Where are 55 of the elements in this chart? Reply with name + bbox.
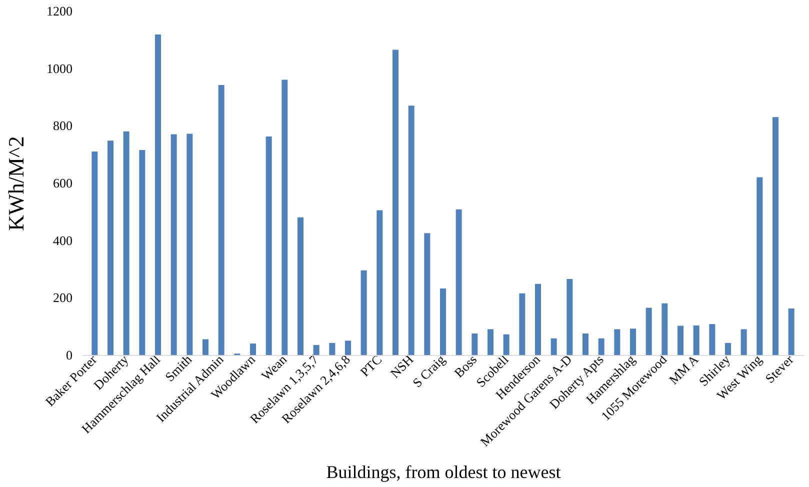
bar	[550, 338, 557, 355]
x-tick-label: Wean	[258, 352, 290, 384]
bar	[709, 324, 716, 355]
bar	[503, 334, 510, 355]
bar	[519, 293, 526, 355]
bar	[218, 84, 224, 355]
bar	[566, 279, 573, 355]
bar	[108, 140, 114, 355]
bar	[630, 328, 636, 355]
bar	[282, 80, 288, 355]
bar	[582, 334, 588, 355]
bar	[345, 340, 351, 355]
bar	[202, 339, 208, 355]
bar	[472, 334, 478, 355]
bar	[123, 131, 130, 355]
bar	[646, 308, 652, 355]
bar	[376, 210, 383, 355]
y-tick-label: 0	[66, 348, 72, 362]
y-tick-label: 1200	[46, 4, 72, 18]
bar	[360, 270, 367, 355]
bar	[693, 325, 700, 355]
bar	[535, 284, 541, 355]
bar	[488, 329, 494, 355]
y-axis-title: KWh/M^2	[4, 136, 28, 231]
bar	[92, 151, 98, 355]
bar	[678, 326, 684, 355]
y-tick-label: 1000	[46, 60, 72, 76]
bar	[408, 106, 414, 355]
bar	[740, 329, 747, 355]
y-tick-label: 200	[53, 290, 72, 306]
bar	[756, 177, 763, 355]
bar	[155, 34, 161, 355]
bar	[614, 329, 620, 355]
bar	[662, 303, 668, 355]
bar	[424, 233, 430, 355]
bar	[139, 150, 146, 355]
bar	[313, 344, 320, 355]
bar	[392, 50, 398, 355]
bar	[250, 344, 256, 355]
y-tick-label: 800	[53, 118, 72, 134]
x-axis-title: Buildings, from oldest to newest	[326, 462, 561, 482]
bar	[440, 288, 446, 355]
bar	[788, 308, 794, 355]
y-tick-label: 400	[53, 232, 72, 248]
bar	[598, 338, 604, 355]
bar	[266, 136, 272, 355]
bar	[456, 209, 462, 355]
y-tick-label: 600	[53, 176, 72, 190]
bar	[772, 117, 778, 355]
bar	[186, 134, 193, 355]
bar	[725, 342, 731, 355]
x-tick-label: PTC	[357, 352, 385, 380]
bar	[298, 217, 304, 355]
bar	[170, 134, 177, 355]
bar	[329, 342, 336, 355]
